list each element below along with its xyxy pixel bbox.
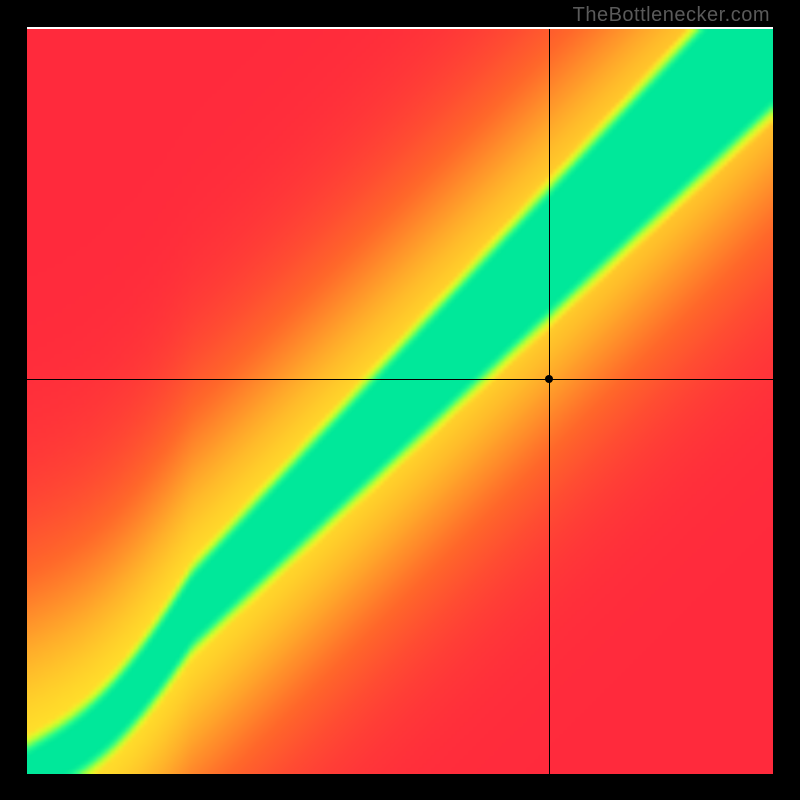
crosshair-horizontal xyxy=(27,379,773,380)
watermark-label: TheBottlenecker.com xyxy=(573,4,770,27)
heatmap-canvas xyxy=(27,29,773,774)
crosshair-vertical xyxy=(549,29,550,774)
